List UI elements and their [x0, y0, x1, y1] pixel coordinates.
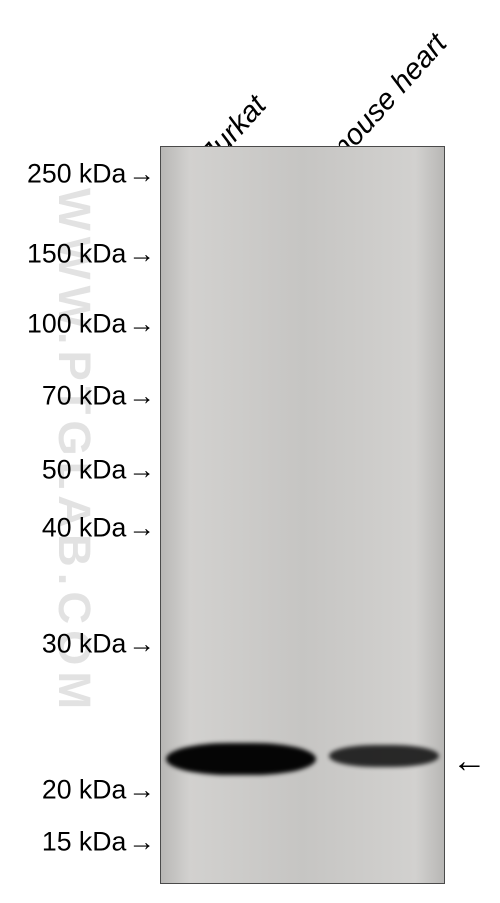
mw-marker-arrow-icon: →: [128, 827, 155, 858]
mw-marker-70-kDa: 70 kDa→: [42, 381, 155, 412]
mw-marker-text: 150 kDa: [27, 239, 126, 269]
mw-marker-arrow-icon: →: [128, 629, 155, 660]
mw-marker-20-kDa: 20 kDa→: [42, 775, 155, 806]
mw-marker-arrow-icon: →: [128, 159, 155, 190]
mw-marker-text: 30 kDa: [42, 629, 126, 659]
mw-marker-arrow-icon: →: [128, 455, 155, 486]
mw-marker-arrow-icon: →: [128, 381, 155, 412]
mw-marker-15-kDa: 15 kDa→: [42, 827, 155, 858]
mw-marker-arrow-icon: →: [128, 513, 155, 544]
blot-membrane: [160, 146, 445, 884]
mw-marker-arrow-icon: →: [128, 775, 155, 806]
mw-marker-text: 20 kDa: [42, 775, 126, 805]
lane-labels-group: Jurkatmouse heart: [0, 0, 500, 150]
mw-marker-text: 250 kDa: [27, 159, 126, 189]
protein-band-lane-2: [329, 745, 439, 767]
mw-marker-50-kDa: 50 kDa→: [42, 455, 155, 486]
mw-marker-arrow-icon: →: [128, 239, 155, 270]
mw-marker-100-kDa: 100 kDa→: [27, 309, 155, 340]
mw-marker-arrow-icon: →: [128, 309, 155, 340]
mw-marker-30-kDa: 30 kDa→: [42, 629, 155, 660]
band-indicator-arrow: ←: [452, 742, 487, 781]
mw-marker-text: 100 kDa: [27, 309, 126, 339]
mw-marker-150-kDa: 150 kDa→: [27, 239, 155, 270]
mw-marker-text: 15 kDa: [42, 827, 126, 857]
mw-marker-text: 40 kDa: [42, 513, 126, 543]
protein-band-lane-1: [166, 743, 316, 775]
mw-marker-text: 50 kDa: [42, 455, 126, 485]
mw-marker-250-kDa: 250 kDa→: [27, 159, 155, 190]
mw-marker-40-kDa: 40 kDa→: [42, 513, 155, 544]
western-blot-figure: WWW.PTGLAB.COM Jurkatmouse heart 250 kDa…: [0, 0, 500, 903]
mw-marker-text: 70 kDa: [42, 381, 126, 411]
